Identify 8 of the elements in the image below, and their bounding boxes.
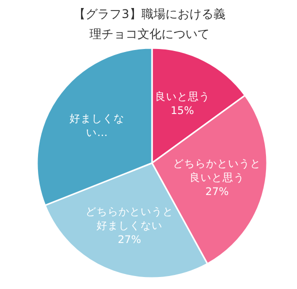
slice-label: どちらかというと良いと思う <box>173 158 262 184</box>
data-label: 27% <box>118 234 142 246</box>
slice-label: どちらかというと好ましくない <box>85 206 174 232</box>
data-label: 15% <box>170 104 194 117</box>
slice-label: 良いと思う <box>154 90 210 103</box>
slice-label: 好ましくない… <box>68 112 126 140</box>
chart-title: 【グラフ3】職場における義理チョコ文化について <box>72 6 226 43</box>
data-label: 27% <box>205 186 229 198</box>
